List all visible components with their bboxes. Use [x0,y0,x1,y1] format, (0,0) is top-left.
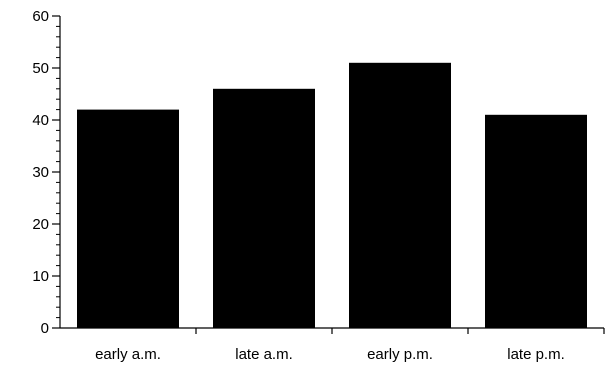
y-tick-label: 10 [32,268,49,285]
bar-late-a-m [213,88,315,328]
x-tick-label: early a.m. [95,346,161,363]
y-axis-minor-ticks [56,25,60,319]
bars [77,62,587,329]
bar-late-p-m [485,114,587,328]
bar-early-a-m [77,109,179,328]
x-axis-ticks [195,328,605,334]
y-axis-major-ticks [52,15,60,329]
y-tick-label: 20 [32,216,49,233]
x-tick-label: late p.m. [507,346,565,363]
bar-early-p-m [349,62,451,329]
y-tick-label: 40 [32,112,49,129]
x-tick-label: early p.m. [367,346,433,363]
y-tick-label: 60 [32,8,49,25]
y-tick-label: 50 [32,60,49,77]
y-axis-tick-labels: 0 10 20 30 40 50 60 [32,8,49,337]
y-tick-label: 0 [41,320,49,337]
y-tick-label: 30 [32,164,49,181]
x-axis-tick-labels: early a.m. late a.m. early p.m. late p.m. [95,346,565,363]
x-tick-label: late a.m. [235,346,293,363]
